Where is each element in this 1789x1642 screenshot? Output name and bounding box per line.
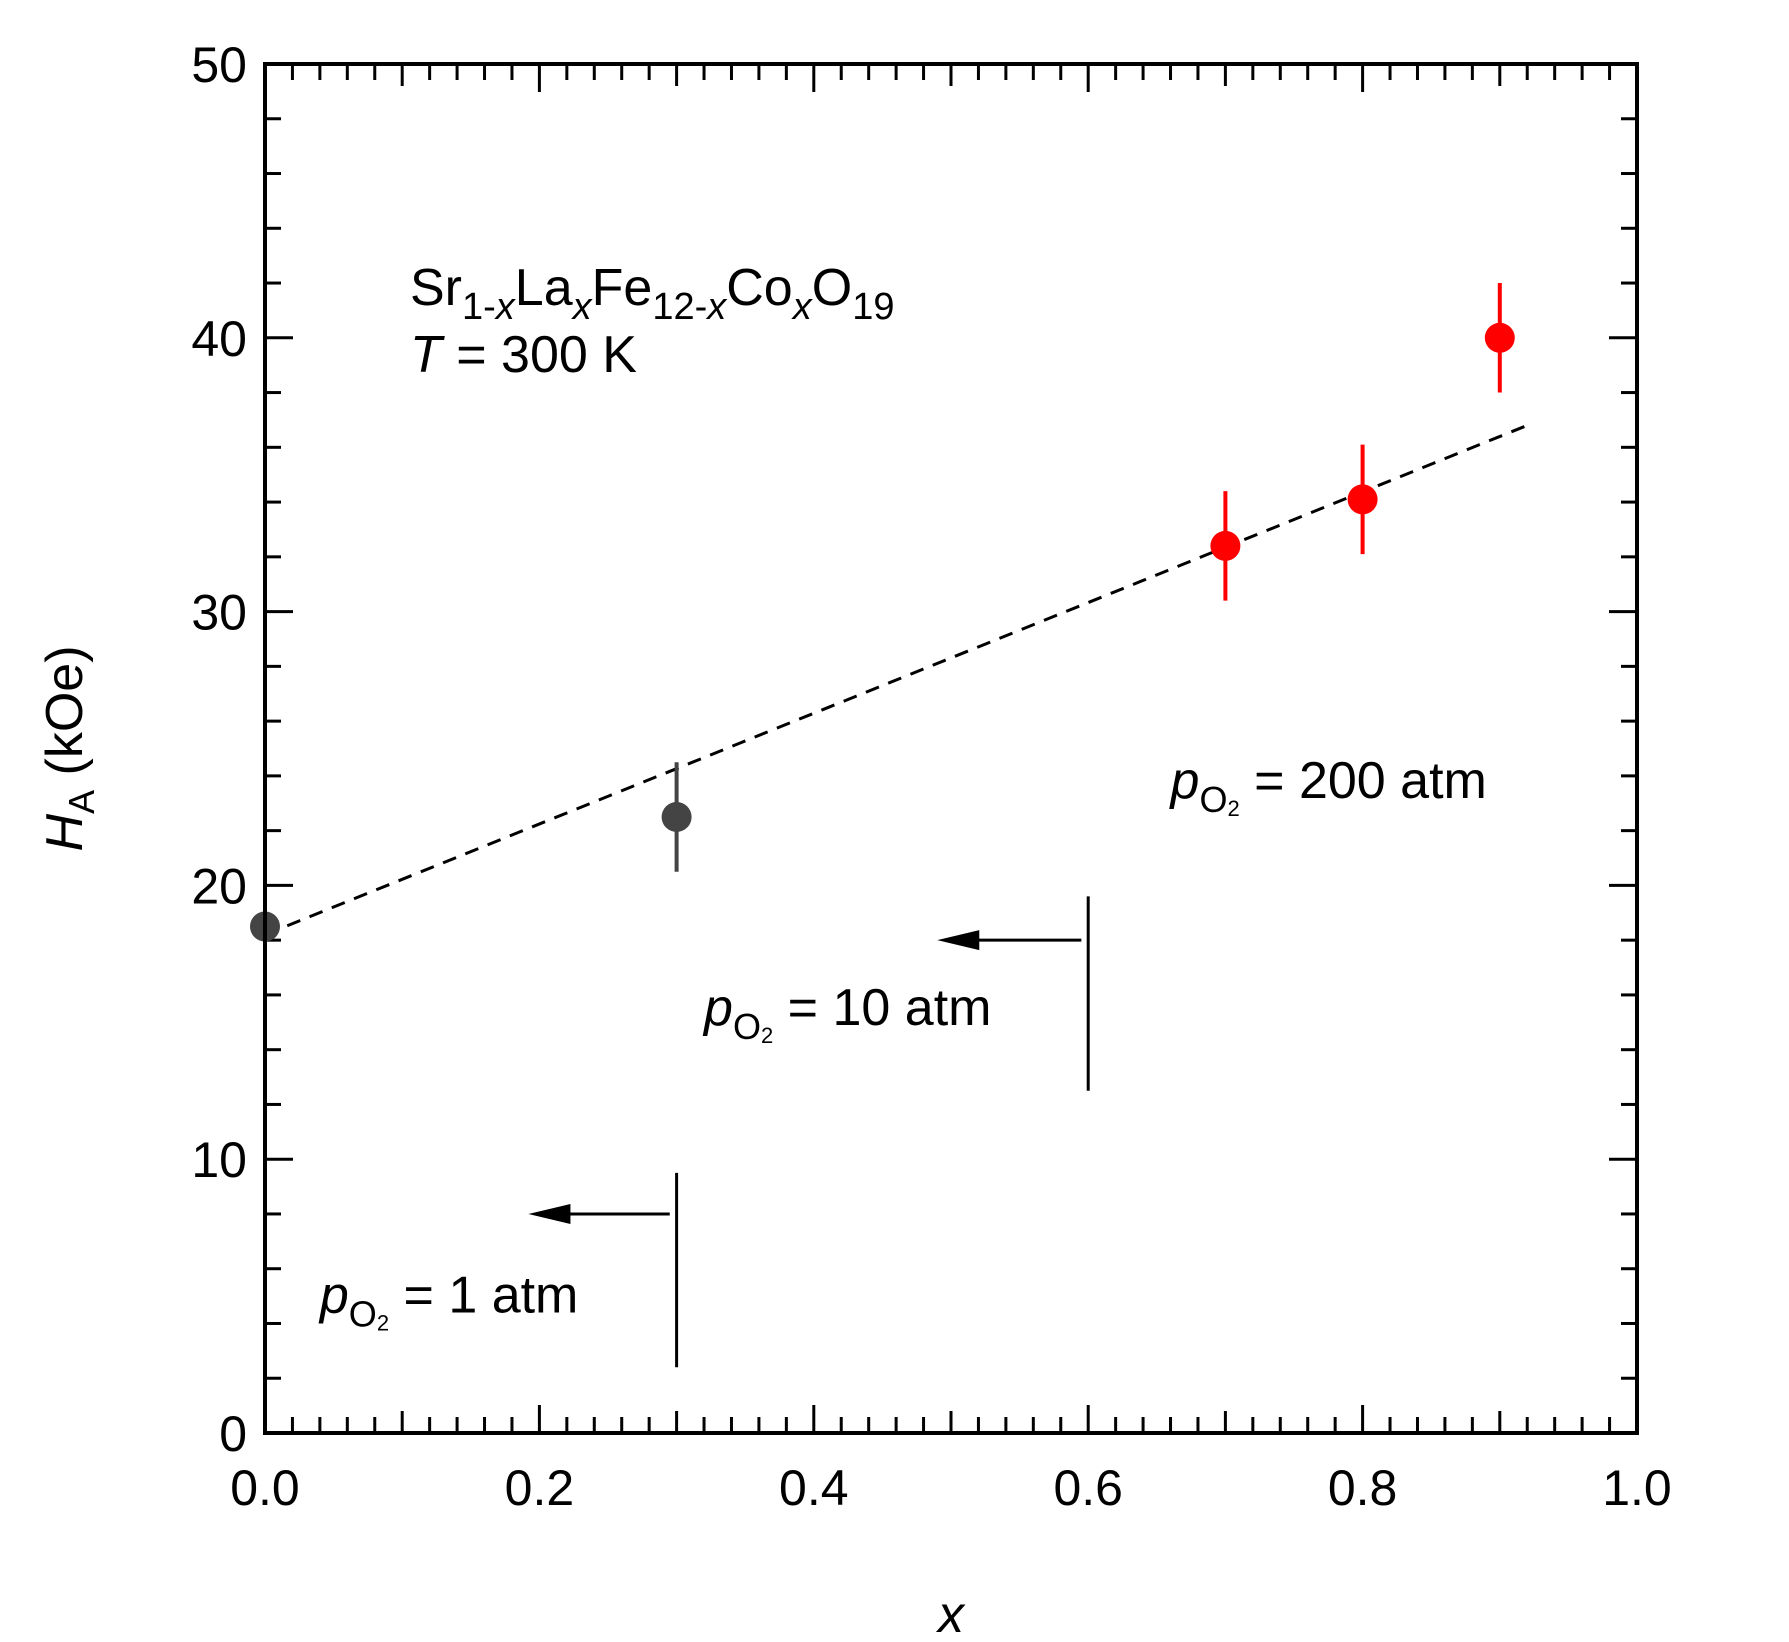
formula-subscript: x: [571, 286, 594, 328]
y-axis-title-unit: (kOe): [36, 645, 94, 789]
formula-label: Sr1-xLaxFe12-xCoxO19: [410, 259, 894, 328]
pressure-subsubscript: 2: [377, 1311, 389, 1336]
y-tick-label: 10: [191, 1132, 247, 1188]
data-point: [1347, 484, 1378, 515]
arrow-head: [937, 930, 980, 951]
formula-subscript: 12-: [652, 286, 707, 328]
pressure-symbol: p: [318, 1267, 349, 1325]
data-layer: [250, 283, 1515, 982]
temperature-symbol: T: [410, 326, 445, 384]
label-layer: 0.0 0.2 0.4 0.6 0.8 1.0 0 10 20 30 40 50 x HA (kOe): [36, 37, 1672, 1642]
pressure-subsubscript: 2: [1227, 796, 1239, 821]
formula-subscript: 19: [852, 286, 894, 328]
pressure-symbol: p: [702, 979, 733, 1037]
y-tick-label: 30: [191, 585, 247, 641]
pressure-subsubscript: 2: [761, 1023, 773, 1048]
formula-subscript: 1-: [462, 286, 496, 328]
x-tick-label: 0.0: [230, 1460, 300, 1516]
x-tick-label: 1.0: [1602, 1460, 1672, 1516]
plot-frame: [263, 62, 1639, 1435]
formula-subscript: x: [494, 286, 517, 328]
x-tick-label: 0.6: [1053, 1460, 1123, 1516]
x-tick-label: 0.4: [779, 1460, 849, 1516]
pressure-symbol: p: [1169, 752, 1200, 810]
pressure-subscript: O: [733, 1006, 761, 1047]
data-point: [1484, 322, 1515, 353]
formula-element: Sr: [410, 259, 462, 317]
y-axis-title: HA (kOe): [36, 645, 102, 851]
y-axis-title-symbol: H: [36, 814, 94, 852]
data-point: [1210, 530, 1241, 561]
pressure-label: pO2 = 1 atm: [318, 1267, 579, 1336]
data-point: [661, 801, 692, 832]
y-axis-title-group: HA (kOe): [36, 645, 102, 851]
y-tick-label: 50: [191, 37, 247, 93]
temperature-label: T = 300 K: [410, 326, 637, 384]
y-tick-label: 20: [191, 858, 247, 914]
formula-element: Co: [726, 259, 792, 317]
pressure-value: = 200 atm: [1240, 752, 1487, 810]
pressure-subscript: O: [349, 1294, 377, 1335]
pressure-label: pO2 = 10 atm: [702, 979, 991, 1048]
formula-subscript: x: [705, 286, 728, 328]
formula-element: Fe: [592, 259, 653, 317]
x-tick-label: 0.2: [505, 1460, 575, 1516]
temperature-value: = 300 K: [442, 326, 637, 384]
fit-line: [264, 424, 1528, 937]
formula-element: La: [515, 259, 573, 317]
arrow-head: [528, 1203, 571, 1224]
pressure-subscript: O: [1199, 779, 1227, 820]
y-tick-label: 40: [191, 311, 247, 367]
formula-subscript: x: [791, 286, 814, 328]
x-axis-title: x: [935, 1586, 966, 1642]
x-axis-title-var: x: [935, 1586, 966, 1642]
pressure-label: pO2 = 200 atm: [1169, 752, 1487, 821]
fit-layer: [264, 424, 1528, 937]
y-tick-label: 0: [219, 1406, 247, 1462]
pressure-value: = 1 atm: [389, 1267, 578, 1325]
tick-layer: [263, 62, 1639, 1435]
y-axis-title-subscript: A: [61, 790, 102, 814]
x-tick-label: 0.8: [1328, 1460, 1398, 1516]
pressure-value: = 10 atm: [773, 979, 991, 1037]
formula-element: O: [812, 259, 852, 317]
